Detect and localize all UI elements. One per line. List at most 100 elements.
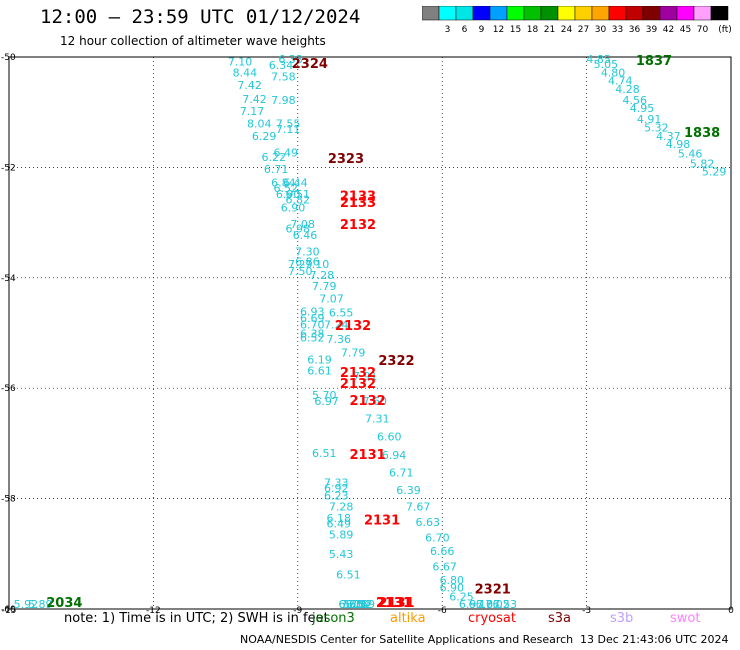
footer-credit: NOAA/NESDIS Center for Satellite Applica… xyxy=(240,633,574,646)
wave-height-label: 5.82 xyxy=(690,157,715,170)
legend-s3a: s3a xyxy=(548,611,572,626)
wave-height-label: 8.44 xyxy=(233,66,258,79)
wave-height-label: 6.44 xyxy=(283,177,308,190)
chart-subtitle: 12 hour collection of altimeter wave hei… xyxy=(60,34,326,48)
wave-height-label: 4.95 xyxy=(630,102,655,115)
scale-label: 30 xyxy=(595,25,607,35)
scale-label: 24 xyxy=(561,25,573,35)
legend-swot: swot xyxy=(670,611,701,626)
wave-height-label: 6.90 xyxy=(276,188,301,201)
pass-label: 2133 xyxy=(340,196,376,211)
wave-height-label: 6.33 xyxy=(278,53,303,66)
wave-height-label: 7.11 xyxy=(276,123,301,136)
wave-height-label: 4.91 xyxy=(637,113,662,126)
wave-height-label: 4.74 xyxy=(608,75,633,88)
wave-height-label: 6.51 xyxy=(286,188,311,201)
scale-label: 12 xyxy=(493,25,504,35)
wave-height-label: 7.29 xyxy=(288,258,313,271)
legend-altika: altika xyxy=(390,611,426,626)
scale-label: 39 xyxy=(646,25,658,35)
scale-label: 27 xyxy=(578,25,589,35)
wave-height-label: 7.60 xyxy=(363,395,388,408)
wave-height-label: 7.17 xyxy=(240,105,265,118)
wave-height-label: 4.85 xyxy=(586,53,611,66)
wave-height-label: 7.42 xyxy=(242,93,267,106)
wave-height-label: 6.19 xyxy=(307,353,332,366)
wave-height-label: 6.90 xyxy=(440,581,465,594)
wave-height-label: 5.76 xyxy=(343,598,368,611)
wave-height-label: 6.55 xyxy=(329,306,354,319)
wave-height-label: 7.15 xyxy=(341,598,366,611)
pass-label: 2132 xyxy=(349,394,385,409)
legend-jason3: jason3 xyxy=(312,611,355,626)
wave-height-label: 6.25 xyxy=(449,591,474,604)
pass-label: 2323 xyxy=(328,152,364,167)
wave-height-label: 7.42 xyxy=(237,79,262,92)
wave-height-label: 4.80 xyxy=(601,66,626,79)
wave-height-label: 5.89 xyxy=(329,528,354,541)
scale-label: 45 xyxy=(680,25,691,35)
x-tick-label: 0 xyxy=(728,606,734,615)
pass-label: 2324 xyxy=(292,57,328,72)
altimeter-plot: -15 -12 -9 -6 -3 0-50-52-54-56-58-606.337.10 6… xyxy=(1,53,734,615)
wave-height-label: 7.08 xyxy=(290,218,315,231)
wave-height-label: 6.18 xyxy=(326,512,351,525)
wave-height-label: 6.94 xyxy=(382,449,407,462)
scale-label: 6 xyxy=(462,25,468,35)
wave-height-label: 6.71 xyxy=(389,467,414,480)
wave-height-label: 7.79 xyxy=(341,347,366,360)
wave-height-label: 6.66 xyxy=(430,545,455,558)
wave-height-label: 4.37 xyxy=(656,130,681,143)
scale-label: 15 xyxy=(510,25,521,35)
y-tick-label: -58 xyxy=(1,495,16,505)
wave-height-label: 6.71 xyxy=(264,163,289,176)
legend-note: note: 1) Time is in UTC; 2) SWH is in fe… xyxy=(64,611,329,626)
wave-height-label: 5.89 xyxy=(28,598,53,611)
y-tick-label: -54 xyxy=(1,274,16,284)
wave-height-label: 6.52 xyxy=(300,331,325,344)
pass-label: 1838 xyxy=(684,126,720,141)
wave-height-label: 7.33 xyxy=(324,476,349,489)
pass-label: 2131 xyxy=(349,448,385,463)
wave-height-label: 6.39 xyxy=(396,484,421,497)
wave-height-label: 7.31 xyxy=(365,412,390,425)
wave-height-label: 5.43 xyxy=(329,548,354,561)
chart-title: 12:00 — 23:59 UTC 01/12/2024 xyxy=(40,6,361,28)
wave-height-label: 5.46 xyxy=(678,147,703,160)
pass-label: 2132 xyxy=(340,366,376,381)
wave-height-label: 7.79 xyxy=(312,280,337,293)
wave-height-label: 6.67 xyxy=(432,560,457,573)
wave-height-label: 6.60 xyxy=(377,431,402,444)
wave-height-label: 6.51 xyxy=(312,447,337,460)
wave-height-label: 5.29 xyxy=(702,166,727,179)
wave-height-label: 7.91 xyxy=(353,370,378,383)
wave-height-label: 7.24 xyxy=(324,319,349,332)
wave-height-label: 5.32 xyxy=(644,122,669,135)
legend-cryosat: cryosat xyxy=(468,611,516,626)
wave-height-label: 4.28 xyxy=(615,83,640,96)
wave-height-label: 7.10 xyxy=(228,55,253,68)
scale-label: 36 xyxy=(629,25,641,35)
scale-label: 70 xyxy=(697,25,709,35)
wave-height-label: 6.49 xyxy=(326,517,351,530)
pass-label: 2131 xyxy=(376,596,412,611)
y-tick-label: -50 xyxy=(1,53,16,63)
wave-height-label: 6.46 xyxy=(293,229,318,242)
x-tick-label: -15 xyxy=(2,606,17,615)
wave-height-label: 4.98 xyxy=(666,138,691,151)
wave-height-label: 6.29 xyxy=(252,130,277,143)
wave-height-label: 7.55 xyxy=(276,118,301,131)
wave-height-label: 6.70 xyxy=(300,319,325,332)
wave-height-label: 6.69 xyxy=(300,312,325,325)
wave-height-label: 7.50 xyxy=(288,265,313,278)
pass-label: 2131 xyxy=(364,514,400,529)
wave-height-label: 6.92 xyxy=(324,482,349,495)
plot-frame xyxy=(8,56,732,610)
legend-s3b: s3b xyxy=(610,611,634,626)
x-tick-label: -12 xyxy=(146,606,161,615)
wave-height-label: 6.97 xyxy=(314,395,339,408)
pass-label: 2131 xyxy=(376,596,412,611)
wave-height-label: 7.32 xyxy=(348,598,373,611)
wave-height-label: 7.10 xyxy=(305,258,330,271)
y-tick-label: -60 xyxy=(1,605,16,615)
